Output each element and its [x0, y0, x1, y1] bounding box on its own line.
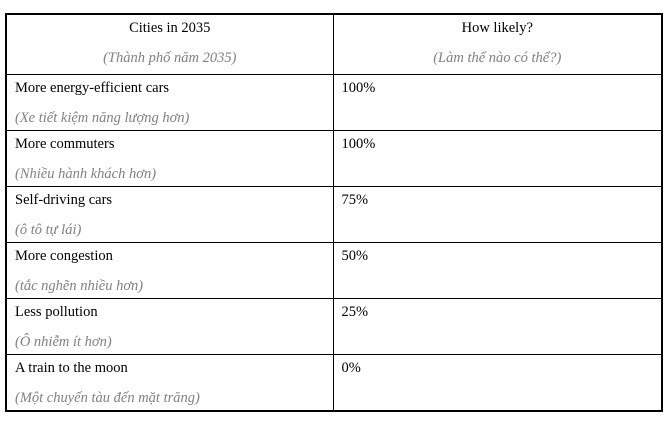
- topic-cell: More commuters (Nhiều hành khách hơn): [5, 129, 334, 187]
- likelihood-cell: 100%: [332, 73, 663, 131]
- header-how-likely-title: How likely?: [461, 20, 533, 36]
- likelihood-cell: 75%: [332, 185, 663, 243]
- table-row: More energy-efficient cars (Xe tiết kiệm…: [5, 73, 663, 131]
- likelihood-value: 100%: [341, 135, 376, 152]
- topic-translation: (Một chuyến tàu đến mặt trăng): [15, 389, 200, 406]
- likelihood-cell: 25%: [332, 297, 663, 355]
- topic-cell: A train to the moon (Một chuyến tàu đến …: [5, 353, 334, 411]
- likelihood-value: 75%: [341, 191, 369, 208]
- header-cell-cities: Cities in 2035 (Thành phố năm 2035): [5, 13, 334, 75]
- table-row: More congestion (tắc nghẽn nhiều hơn) 50…: [5, 241, 663, 299]
- likelihood-table: Cities in 2035 (Thành phố năm 2035) How …: [5, 13, 663, 412]
- table-header-row: Cities in 2035 (Thành phố năm 2035) How …: [5, 13, 663, 75]
- topic-cell: More energy-efficient cars (Xe tiết kiệm…: [5, 73, 334, 131]
- topic-cell: Less pollution (Ô nhiễm ít hơn): [5, 297, 334, 355]
- topic-translation: (Nhiều hành khách hơn): [15, 165, 157, 182]
- table-row: Self-driving cars (ô tô tự lái) 75%: [5, 185, 663, 243]
- likelihood-value: 100%: [341, 79, 376, 96]
- topic-translation: (Xe tiết kiệm năng lượng hơn): [15, 109, 190, 126]
- topic-cell: Self-driving cars (ô tô tự lái): [5, 185, 334, 243]
- table-row: Less pollution (Ô nhiễm ít hơn) 25%: [5, 297, 663, 355]
- topic-translation: (ô tô tự lái): [15, 221, 82, 238]
- topic-text: More commuters: [15, 135, 115, 152]
- likelihood-value: 0%: [341, 359, 361, 376]
- header-how-likely-translation: (Làm thế nào có thể?): [433, 50, 562, 66]
- topic-text: Self-driving cars: [15, 191, 113, 208]
- topic-text: More congestion: [15, 247, 113, 264]
- topic-text: Less pollution: [15, 303, 98, 320]
- likelihood-cell: 0%: [332, 353, 663, 411]
- table-row: More commuters (Nhiều hành khách hơn) 10…: [5, 129, 663, 187]
- header-cities-translation: (Thành phố năm 2035): [103, 50, 237, 66]
- topic-cell: More congestion (tắc nghẽn nhiều hơn): [5, 241, 334, 299]
- topic-text: More energy-efficient cars: [15, 79, 170, 96]
- likelihood-value: 25%: [341, 303, 369, 320]
- likelihood-cell: 100%: [332, 129, 663, 187]
- header-cities-title: Cities in 2035: [129, 20, 211, 36]
- topic-text: A train to the moon: [15, 359, 128, 376]
- likelihood-value: 50%: [341, 247, 369, 264]
- topic-translation: (tắc nghẽn nhiều hơn): [15, 277, 144, 294]
- header-cell-how-likely: How likely? (Làm thế nào có thể?): [332, 13, 663, 75]
- topic-translation: (Ô nhiễm ít hơn): [15, 333, 112, 350]
- likelihood-cell: 50%: [332, 241, 663, 299]
- table-row: A train to the moon (Một chuyến tàu đến …: [5, 353, 663, 411]
